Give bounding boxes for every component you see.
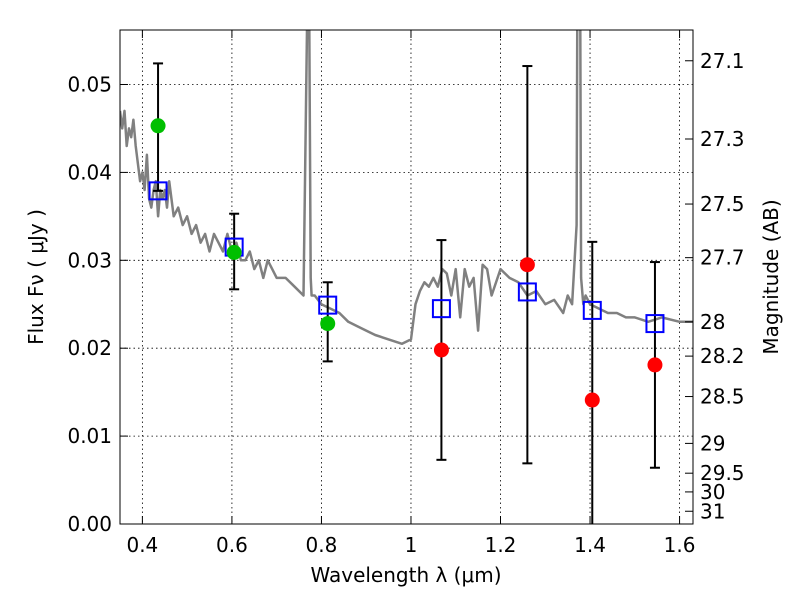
model-flux-square: [431, 299, 451, 319]
plot-frame: [119, 29, 694, 525]
observed-flux-point: [320, 316, 336, 332]
markers: [148, 118, 665, 408]
y-right-tick-label: 28.5: [700, 385, 745, 409]
y-tick-label: 0.05: [67, 72, 112, 96]
x-tick-label: 1.6: [664, 533, 696, 557]
observed-flux-point: [433, 342, 449, 358]
observed-flux-point: [584, 392, 600, 408]
observed-flux-point: [150, 118, 166, 134]
axes-ticks: 0.4 0.6 0.8 1 1.2 1.4 1.6 0.00 0.01 0.02 0.03 0.04 0…: [67, 30, 745, 557]
y-right-tick-label: 29.5: [700, 461, 745, 485]
model-flux-square: [148, 181, 168, 201]
x-tick-label: 1.2: [485, 533, 517, 557]
y-right-tick-label: 27.5: [700, 192, 745, 216]
y-right-tick-label: 31: [700, 499, 725, 523]
y-right-tick-label: 28: [700, 310, 725, 334]
y-tick-label: 0.00: [67, 512, 112, 536]
y-tick-label: 0.03: [67, 248, 112, 272]
y-tick-label: 0.02: [67, 336, 112, 360]
model-flux-square: [318, 295, 338, 315]
y-right-tick-label: 29: [700, 431, 725, 455]
y-right-tick-label: 27.1: [700, 49, 745, 73]
model-flux-square: [645, 314, 665, 334]
y-tick-label: 0.04: [67, 160, 112, 184]
x-tick-label: 1.4: [574, 533, 606, 557]
x-tick-label: 0.6: [216, 533, 248, 557]
model-flux-square: [517, 282, 537, 302]
observed-flux-point: [226, 244, 242, 260]
y-tick-label: 0.01: [67, 424, 112, 448]
y-right-tick-label: 27.3: [700, 127, 745, 151]
axes-labels: Wavelength λ (μm) Flux Fν ( μJy ) Magnit…: [24, 199, 783, 587]
x-axis-label: Wavelength λ (μm): [310, 563, 501, 587]
y-right-tick-label: 28.2: [700, 344, 745, 368]
y-right-tick-label: 30: [700, 480, 725, 504]
model-flux-square: [582, 300, 602, 320]
x-tick-label: 0.4: [126, 533, 158, 557]
observed-flux-point: [647, 357, 663, 373]
observed-flux-point: [519, 257, 535, 273]
y-right-tick-label: 27.7: [700, 246, 745, 270]
x-tick-label: 1: [405, 533, 418, 557]
y-axis-right-label: Magnitude (AB): [759, 199, 783, 354]
y-axis-label: Flux Fν ( μJy ): [24, 209, 48, 345]
x-tick-label: 0.8: [306, 533, 338, 557]
